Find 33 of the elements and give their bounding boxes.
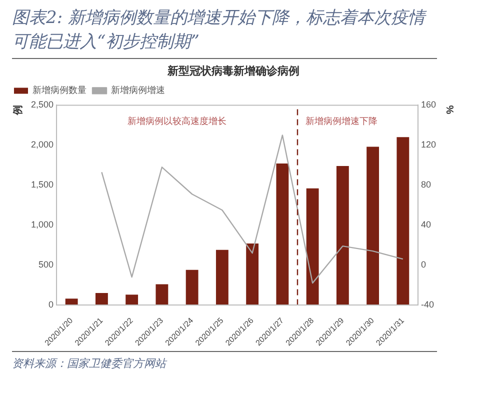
annotation: 新增病例以较高速度增长 <box>128 116 227 128</box>
bar <box>366 146 380 306</box>
bar <box>216 250 228 306</box>
y2-tick-label: -40 <box>420 300 434 310</box>
bar <box>246 243 259 306</box>
y2-axis-title: % <box>443 105 454 114</box>
y-axis-title: 例 <box>12 105 24 116</box>
chart-title: 图表2: 新增病例数量的增速开始下降，标志着本次疫情可能已进入“初步控制期” <box>12 6 437 59</box>
ref-line-label: 新增病例增速下降 <box>305 116 378 128</box>
y2-tick-label: 80 <box>420 180 431 190</box>
y-tick-label: 1,500 <box>30 180 54 190</box>
y2-tick-label: 160 <box>420 100 436 110</box>
bar <box>396 137 410 306</box>
text: 资料来源：国家卫健委官方网站 <box>12 351 437 371</box>
bar <box>65 298 78 306</box>
y-tick-label: 2,500 <box>30 100 54 110</box>
bar <box>306 188 319 306</box>
bar <box>276 164 289 306</box>
y-tick-label: 500 <box>38 260 54 270</box>
legend-label: 新增病例增速 <box>111 85 165 96</box>
bar <box>95 293 108 306</box>
y2-tick-label: 40 <box>420 220 431 230</box>
y2-tick-label: 120 <box>420 140 436 150</box>
y2-tick-label: 0 <box>420 260 426 270</box>
y-tick-label: 2,000 <box>30 140 54 150</box>
bar <box>336 166 349 306</box>
bar <box>126 294 138 306</box>
chart-subtitle: 新型冠状病毒新增确诊病例 <box>166 64 300 78</box>
bar <box>156 284 168 306</box>
bar <box>186 270 198 306</box>
y-tick-label: 1,000 <box>30 220 54 230</box>
y-tick-label: 0 <box>48 300 54 310</box>
legend-label: 新增病例数量 <box>32 85 86 96</box>
